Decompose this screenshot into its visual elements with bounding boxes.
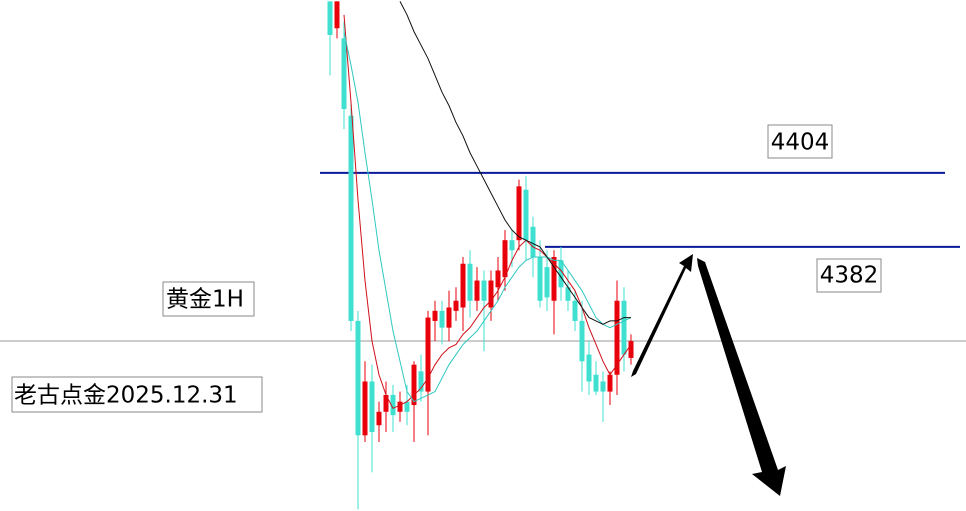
candle-body: [600, 381, 606, 392]
candle-body: [418, 371, 424, 392]
candle-body: [474, 280, 480, 301]
candle-body: [565, 287, 571, 301]
candle-body: [509, 240, 515, 251]
candle-body: [327, 1, 333, 35]
candle-body: [530, 226, 536, 258]
moving-average: [399, 1, 631, 325]
candle-body: [369, 381, 375, 432]
arrow: [631, 254, 786, 496]
candle-body: [558, 260, 564, 288]
annotation-box: [162, 281, 255, 317]
candle-body: [334, 1, 340, 29]
level-label: 4382: [820, 263, 879, 289]
candle-body: [544, 267, 550, 298]
candle-body: [516, 186, 522, 241]
candle-body: [453, 300, 459, 311]
candle-body: [537, 257, 543, 301]
candle-body: [404, 401, 410, 412]
candle-body: [579, 320, 585, 362]
candle-body: [348, 115, 354, 321]
candle-body: [481, 280, 487, 301]
candle-body: [495, 270, 501, 288]
candle-body: [460, 263, 466, 308]
candle-body: [383, 394, 389, 412]
candle-body: [593, 374, 599, 392]
candle-body: [439, 310, 445, 328]
candle-body: [355, 320, 361, 436]
candle-body: [572, 300, 578, 321]
annotation: 老古点金2025.12.31: [14, 383, 238, 409]
candle-body: [446, 307, 452, 328]
candle-body: [523, 189, 529, 241]
candle-body: [411, 364, 417, 406]
candle-body: [614, 300, 620, 375]
candle-body: [397, 401, 403, 412]
annotation: 黄金1H: [166, 287, 244, 313]
candle-body: [621, 300, 627, 355]
candle-body: [488, 280, 494, 308]
candle-body: [376, 411, 382, 426]
candle-body: [551, 257, 557, 301]
candle-body: [607, 374, 613, 392]
candle-body: [390, 394, 396, 416]
level-label: 4404: [771, 130, 830, 156]
candle-body: [341, 38, 347, 109]
plot: [320, 1, 960, 510]
candle-body: [467, 263, 473, 301]
candle-body: [502, 240, 508, 278]
label-box: [767, 124, 833, 159]
annotation-box: [11, 376, 263, 413]
label-box: [816, 258, 882, 293]
candle-body: [586, 354, 592, 382]
candle-body: [362, 381, 368, 436]
moving-average: [343, 14, 632, 410]
candle-body: [432, 310, 438, 321]
moving-average: [343, 31, 632, 403]
candle-body: [425, 317, 431, 392]
candle-body: [628, 341, 634, 358]
